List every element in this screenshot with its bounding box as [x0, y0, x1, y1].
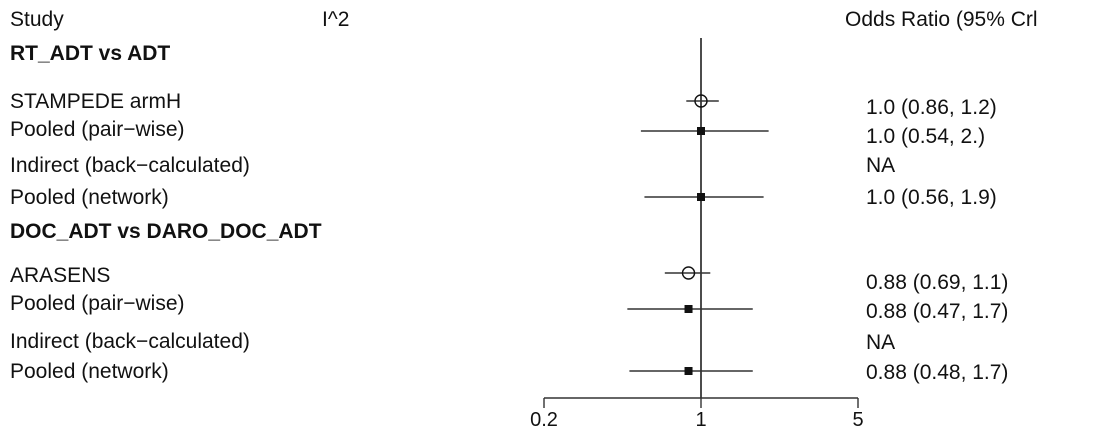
group-heading: RT_ADT vs ADT — [10, 42, 170, 65]
pooled-point — [684, 367, 693, 375]
plot-marks — [627, 94, 769, 375]
study-column-header: Study — [10, 8, 64, 31]
odds-ratio-value: 1.0 (0.86, 1.2) — [866, 96, 997, 119]
row-label: Pooled (network) — [10, 360, 169, 383]
row-label: Pooled (network) — [10, 186, 169, 209]
header-row: Study I^2 Odds Ratio (95% Crl — [10, 8, 1038, 31]
x-axis: 0.2 1 5 — [530, 38, 864, 431]
odds-ratio-value: 0.88 (0.69, 1.1) — [866, 271, 1008, 294]
odds-ratio-value: 1.0 (0.54, 2.) — [866, 125, 985, 148]
odds-ratio-value: NA — [866, 154, 895, 177]
i2-column-header: I^2 — [322, 8, 349, 31]
x-tick-label: 1 — [695, 409, 706, 431]
row-label: Indirect (back−calculated) — [10, 154, 250, 177]
study-rows: RT_ADT vs ADT STAMPEDE armH 1.0 (0.86, 1.2… — [10, 42, 1008, 384]
pooled-point — [697, 127, 705, 135]
pooled-point — [697, 193, 705, 201]
odds-ratio-value: 1.0 (0.56, 1.9) — [866, 186, 997, 209]
row-label: Pooled (pair−wise) — [10, 118, 185, 141]
group-heading: DOC_ADT vs DARO_DOC_ADT — [10, 220, 322, 243]
odds-ratio-value: 0.88 (0.48, 1.7) — [866, 361, 1008, 384]
row-label: Pooled (pair−wise) — [10, 292, 185, 315]
odds-ratio-column-header: Odds Ratio (95% Crl — [845, 8, 1038, 31]
study-point — [694, 94, 708, 108]
row-label: STAMPEDE armH — [10, 90, 181, 113]
odds-ratio-value: NA — [866, 331, 895, 354]
row-label: Indirect (back−calculated) — [10, 330, 250, 353]
study-point — [681, 266, 696, 280]
row-label: ARASENS — [10, 264, 110, 287]
pooled-point — [684, 305, 693, 313]
odds-ratio-value: 0.88 (0.47, 1.7) — [866, 300, 1008, 323]
x-tick-label: 0.2 — [530, 409, 558, 431]
x-tick-label: 5 — [852, 409, 863, 431]
